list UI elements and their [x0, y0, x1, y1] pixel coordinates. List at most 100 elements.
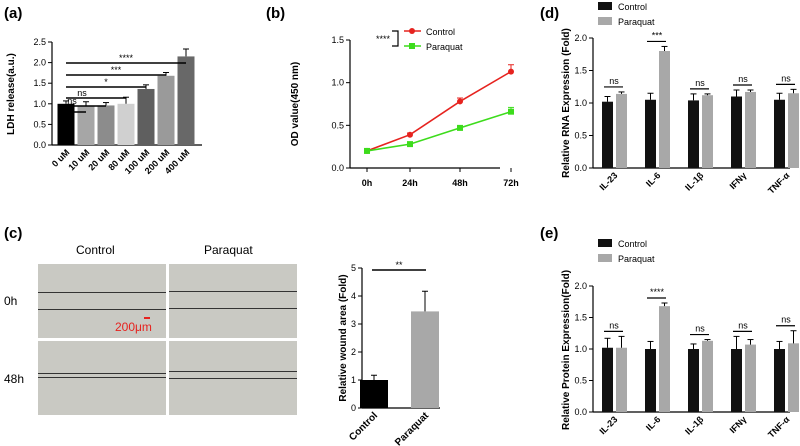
b-legend-marker-control [409, 28, 415, 34]
b-legend-label-paraquat: Paraquat [426, 42, 463, 52]
a-bar [97, 105, 115, 145]
d-x-tick-label: IL-23 [597, 170, 619, 192]
e-bar [659, 306, 670, 412]
d-bar [616, 93, 627, 168]
micro-row-48h: 48h [4, 372, 25, 386]
e-x-tick-label: IL-6 [644, 414, 662, 432]
a-y-label: LDH release(a.u.) [6, 53, 17, 135]
a-sig-label: *** [111, 65, 122, 75]
e-legend-label-paraquat: Paraquat [618, 254, 655, 264]
d-legend-swatch-paraquat [598, 17, 612, 25]
b-legend-marker-paraquat [409, 43, 415, 49]
a-y-tick-label: 2.5 [33, 37, 46, 47]
e-sig-label: ns [738, 320, 748, 330]
panel-label-b: (b) [266, 5, 285, 22]
d-y-tick-label: 2.0 [574, 33, 587, 43]
a-y-tick-label: 2.0 [33, 58, 46, 68]
panel-label-d: (d) [540, 5, 559, 22]
e-legend-label-control: Control [618, 239, 647, 249]
d-sig-label: ns [695, 78, 705, 88]
d-y-tick-label: 0.5 [574, 131, 587, 141]
e-bar [731, 349, 742, 412]
d-sig-label: *** [652, 30, 663, 40]
b-point [364, 147, 370, 154]
a-bar [177, 56, 195, 145]
a-sig-label: ns [57, 102, 67, 112]
c-y-tick-label: 3 [351, 319, 356, 329]
b-point [457, 124, 463, 131]
panel-label-a: (a) [4, 5, 22, 22]
c-y-tick-label: 1 [351, 375, 356, 385]
c-bar [411, 311, 439, 408]
micro-control-0h [38, 264, 166, 338]
d-bar [688, 100, 699, 168]
c-y-tick-label: 4 [351, 291, 356, 301]
b-x-tick-label: 0h [362, 178, 373, 188]
d-sig-label: ns [609, 76, 619, 86]
e-x-tick-label: IFNγ [728, 414, 749, 435]
e-bar [788, 343, 799, 412]
e-sig-label: ns [609, 320, 619, 330]
b-point [508, 108, 514, 115]
b-y-tick-label: 0.5 [331, 120, 344, 130]
b-point [508, 68, 514, 75]
d-legend-swatch-control [598, 2, 612, 10]
b-y-tick-label: 0.0 [331, 163, 344, 173]
d-x-tick-label: IFNγ [728, 170, 749, 191]
d-x-tick-label: IL-1β [683, 170, 706, 193]
micro-col-paraquat: Paraquat [204, 243, 253, 257]
b-sig-bracket [392, 30, 399, 47]
d-bar [702, 95, 713, 168]
a-sig-label: **** [119, 53, 134, 63]
b-point [457, 98, 463, 105]
b-sig-label: **** [376, 34, 391, 44]
b-legend-label-control: Control [426, 27, 455, 37]
panel-label-c: (c) [4, 225, 22, 242]
a-bar [57, 103, 75, 145]
micro-col-control: Control [76, 243, 115, 257]
b-series-line [366, 70, 512, 152]
e-y-tick-label: 0.0 [574, 407, 587, 417]
d-sig-label: ns [738, 74, 748, 84]
scale-bar-label: 200μm [115, 320, 152, 334]
e-y-tick-label: 0.5 [574, 376, 587, 386]
e-bar [774, 349, 785, 412]
c-x-tick-label: Paraquat [393, 410, 432, 446]
d-y-tick-label: 1.0 [574, 98, 587, 108]
b-point [407, 131, 413, 138]
b-x-tick-label: 24h [402, 178, 418, 188]
d-y-label: Relative RNA Expression (Fold) [561, 28, 572, 178]
a-x-tick-label: 10 uM [66, 147, 91, 172]
micro-paraquat-0h [169, 264, 297, 338]
a-y-tick-label: 0.0 [33, 140, 46, 150]
b-series-line [366, 110, 512, 152]
c-y-tick-label: 2 [351, 347, 356, 357]
e-x-tick-label: IL-1β [683, 414, 706, 437]
e-legend-swatch-control [598, 239, 612, 247]
scale-bar-line [144, 317, 150, 319]
b-y-tick-label: 1.0 [331, 78, 344, 88]
e-bar [616, 347, 627, 412]
a-sig-label: ns [67, 96, 77, 106]
b-x-tick-label: 48h [452, 178, 468, 188]
b-y-label: OD value(450 nm) [290, 62, 301, 146]
c-y-tick-label: 0 [351, 403, 356, 413]
b-x-tick-label: 72h [503, 178, 519, 188]
a-x-tick-label: 20 uM [86, 147, 111, 172]
d-y-tick-label: 0.0 [574, 163, 587, 173]
d-bar [731, 96, 742, 168]
e-legend-swatch-paraquat [598, 254, 612, 262]
c-bar [360, 380, 388, 408]
micro-row-0h: 0h [4, 294, 18, 308]
micro-control-48h [38, 341, 166, 415]
c-x-tick-label: Control [347, 410, 380, 443]
d-legend-label-control: Control [618, 2, 647, 12]
e-sig-label: ns [695, 324, 705, 334]
e-y-tick-label: 2.0 [574, 281, 587, 291]
c-sig-label: ** [395, 260, 403, 270]
d-bar [659, 51, 670, 168]
e-y-tick-label: 1.0 [574, 344, 587, 354]
a-y-tick-label: 1.5 [33, 78, 46, 88]
e-bar [645, 349, 656, 412]
